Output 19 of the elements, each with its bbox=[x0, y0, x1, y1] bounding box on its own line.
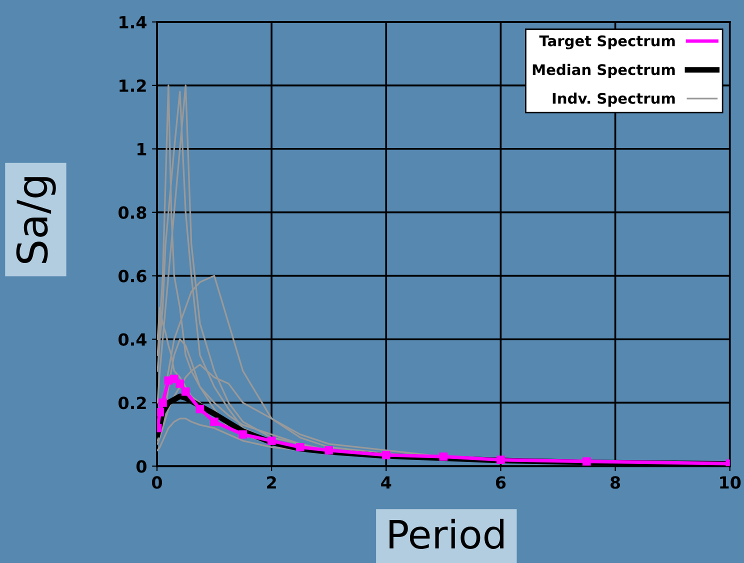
x-tick-label: 10 bbox=[720, 476, 741, 489]
x-tick-label: 4 bbox=[381, 476, 392, 489]
y-tick-label: 1.4 bbox=[120, 16, 146, 28]
y-tick-label: 0.2 bbox=[118, 396, 146, 410]
legend-label: Median Spectrum bbox=[532, 64, 675, 78]
y-tick-label: 1 bbox=[138, 143, 146, 156]
x-tick-label: 6 bbox=[496, 476, 506, 489]
legend-label: Indv. Spectrum bbox=[552, 92, 675, 107]
y-tick-label: 0.8 bbox=[118, 206, 146, 219]
y-tick-label: 0 bbox=[136, 460, 146, 473]
x-tick-label: 8 bbox=[610, 476, 620, 489]
x-tick-label: 0 bbox=[152, 476, 162, 489]
x-axis-title: Period bbox=[390, 518, 504, 549]
y-tick-label: 0.6 bbox=[118, 270, 146, 282]
x-tick-label: 2 bbox=[267, 476, 276, 489]
y-tick-label: 1.2 bbox=[120, 79, 146, 92]
y-axis-title: Sa/g bbox=[16, 177, 56, 264]
y-tick-label: 0.4 bbox=[118, 333, 146, 346]
legend-label: Target Spectrum bbox=[539, 35, 675, 50]
